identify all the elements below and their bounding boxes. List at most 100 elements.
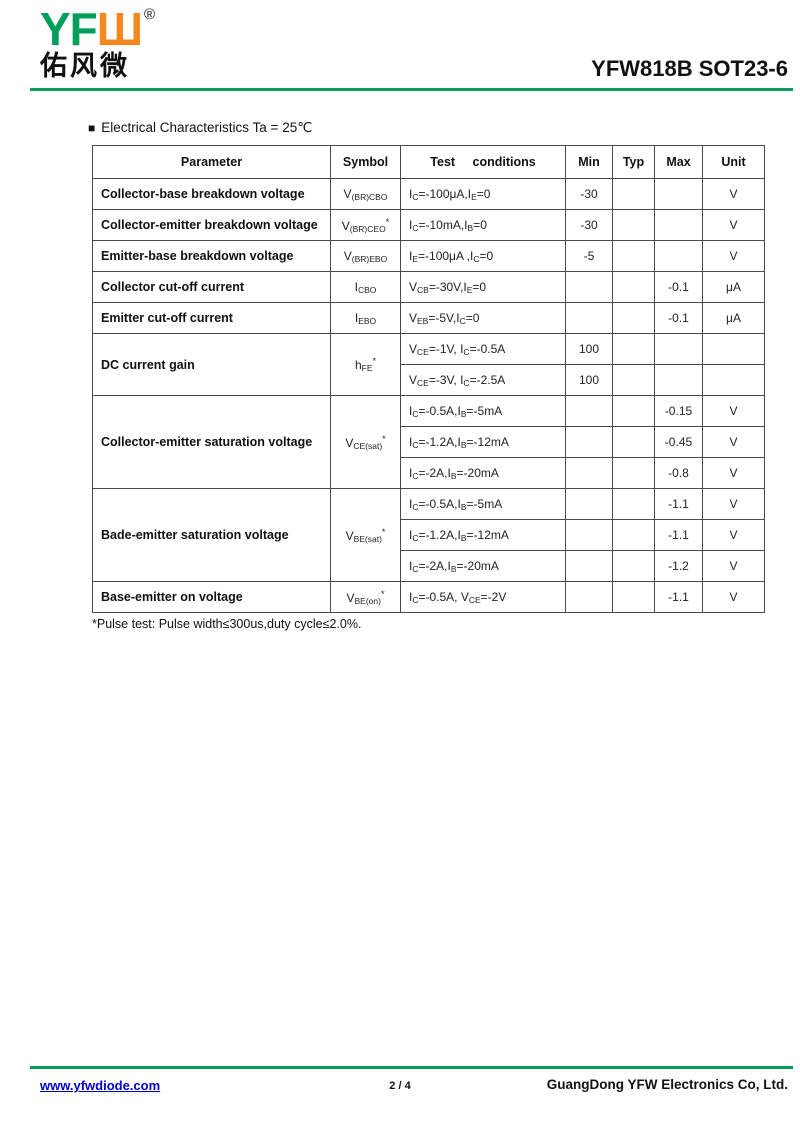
- logo-wordmark: YFШ ®: [40, 3, 155, 55]
- symbol-cell: V(BR)CBO: [330, 178, 401, 210]
- parameter-cell: Emitter cut-off current: [92, 302, 331, 334]
- company-name: GuangDong YFW Electronics Co, Ltd.: [546, 1077, 788, 1092]
- cond-cell: IE=-100μA ,IC=0: [400, 240, 566, 272]
- footer-rule: [30, 1066, 793, 1069]
- logo-chinese-name: 佑风微: [40, 51, 130, 81]
- max-cell: -0.45: [654, 426, 703, 458]
- min-cell: 100: [565, 364, 613, 396]
- unit-cell: [702, 364, 765, 396]
- table-row: IC=-2A,IB=-20mA -0.8 V: [93, 457, 765, 489]
- unit-cell: μA: [702, 302, 765, 334]
- min-cell: [565, 302, 613, 334]
- min-cell: [565, 550, 613, 582]
- table-row: DC current gain hFE* VCE=-1V, IC=-0.5A 100: [92, 333, 765, 396]
- section-title: Electrical Characteristics Ta = 25℃: [101, 120, 313, 135]
- unit-cell: V: [702, 178, 765, 210]
- symbol-cell: V(BR)EBO: [330, 240, 401, 272]
- electrical-table-body: Collector-base breakdown voltage V(BR)CBO…: [92, 178, 765, 613]
- typ-cell: [612, 333, 655, 365]
- max-cell: -0.8: [654, 457, 703, 489]
- table-row: Emitter cut-off current IEBO VEB=-5V,IC=0 -…: [92, 302, 765, 334]
- unit-cell: [702, 333, 765, 365]
- cond-cell: IC=-0.5A, VCE=-2V: [400, 581, 566, 613]
- max-cell: [654, 209, 703, 241]
- symbol-cell: VBE(sat)*: [330, 488, 401, 582]
- max-cell: -1.1: [654, 519, 703, 551]
- unit-cell: V: [702, 240, 765, 272]
- electrical-characteristics-table: Parameter Symbol Test conditions Min Typ Max U…: [92, 145, 765, 613]
- column-header-max: Max: [654, 145, 703, 179]
- column-header-test-conditions: Test conditions: [400, 145, 566, 179]
- max-cell: [654, 364, 703, 396]
- parameter-cell: Bade-emitter saturation voltage: [92, 488, 331, 582]
- typ-cell: [612, 581, 655, 613]
- table-row: IC=-2A,IB=-20mA -1.2 V: [93, 550, 765, 582]
- parameter-cell: Base-emitter on voltage: [92, 581, 331, 613]
- max-cell: -1.1: [654, 581, 703, 613]
- unit-cell: V: [702, 209, 765, 241]
- parameter-cell: DC current gain: [92, 333, 331, 396]
- column-header-min: Min: [565, 145, 613, 179]
- column-header-symbol: Symbol: [330, 145, 401, 179]
- registered-trademark-icon: ®: [144, 6, 155, 23]
- max-cell: [654, 333, 703, 365]
- document-title: YFW818B SOT23-6: [591, 56, 788, 81]
- logo-text-yf: YF: [40, 3, 98, 55]
- min-cell: [565, 426, 613, 458]
- min-cell: -5: [565, 240, 613, 272]
- typ-cell: [612, 550, 655, 582]
- typ-cell: [612, 178, 655, 210]
- min-cell: -30: [565, 209, 613, 241]
- parameter-cell: Emitter-base breakdown voltage: [92, 240, 331, 272]
- table-row: Collector-emitter saturation voltage VCE(…: [92, 395, 765, 489]
- typ-cell: [612, 488, 655, 520]
- max-cell: -1.2: [654, 550, 703, 582]
- unit-cell: V: [702, 550, 765, 582]
- symbol-cell: IEBO: [330, 302, 401, 334]
- max-cell: -0.1: [654, 302, 703, 334]
- table-row: Emitter-base breakdown voltage V(BR)EBO IE…: [92, 240, 765, 272]
- typ-cell: [612, 209, 655, 241]
- table-row: Bade-emitter saturation voltage VBE(sat)*…: [92, 488, 765, 582]
- typ-cell: [612, 457, 655, 489]
- parameter-cell: Collector-emitter breakdown voltage: [92, 209, 331, 241]
- yfw-logo: YFШ ® 佑风微: [40, 3, 155, 81]
- symbol-cell: hFE*: [330, 333, 401, 396]
- page-number: 2 / 4: [389, 1080, 411, 1092]
- unit-cell: V: [702, 457, 765, 489]
- max-cell: [654, 240, 703, 272]
- cond-cell: IC=-1.2A,IB=-12mA: [400, 519, 566, 551]
- column-header-typ: Typ: [612, 145, 655, 179]
- table-row: Collector-base breakdown voltage V(BR)CBO…: [92, 178, 765, 210]
- table-row: Base-emitter on voltage VBE(on)* IC=-0.5A,…: [92, 581, 765, 613]
- cond-cell: VCE=-3V, IC=-2.5A: [400, 364, 566, 396]
- column-header-unit: Unit: [702, 145, 765, 179]
- unit-cell: V: [702, 519, 765, 551]
- max-cell: -0.1: [654, 271, 703, 303]
- parameter-cell: Collector-base breakdown voltage: [92, 178, 331, 210]
- cond-cell: IC=-2A,IB=-20mA: [400, 457, 566, 489]
- max-cell: [654, 178, 703, 210]
- cond-cell: IC=-10mA,IB=0: [400, 209, 566, 241]
- typ-cell: [612, 395, 655, 427]
- cond-cell: IC=-0.5A,IB=-5mA: [400, 488, 566, 520]
- logo-text-w: Ш: [96, 3, 143, 55]
- website-link[interactable]: www.yfwdiode.com: [40, 1078, 161, 1093]
- table-row: VCE=-3V, IC=-2.5A 100: [93, 364, 765, 396]
- min-cell: [565, 395, 613, 427]
- column-header-parameter: Parameter: [92, 145, 331, 179]
- section-heading: ■ Electrical Characteristics Ta = 25℃: [88, 120, 312, 136]
- table-row: IC=-1.2A,IB=-12mA -1.1 V: [93, 519, 765, 551]
- min-cell: -30: [565, 178, 613, 210]
- table-header-row: Parameter Symbol Test conditions Min Typ Max U…: [92, 145, 765, 179]
- table-row: IC=-1.2A,IB=-12mA -0.45 V: [93, 426, 765, 458]
- typ-cell: [612, 364, 655, 396]
- typ-cell: [612, 519, 655, 551]
- unit-cell: V: [702, 395, 765, 427]
- cond-cell: IC=-0.5A,IB=-5mA: [400, 395, 566, 427]
- cond-cell: VCB=-30V,IE=0: [400, 271, 566, 303]
- table-row: Collector-emitter breakdown voltage V(BR)…: [92, 209, 765, 241]
- symbol-cell: ICBO: [330, 271, 401, 303]
- typ-cell: [612, 271, 655, 303]
- cond-cell: VEB=-5V,IC=0: [400, 302, 566, 334]
